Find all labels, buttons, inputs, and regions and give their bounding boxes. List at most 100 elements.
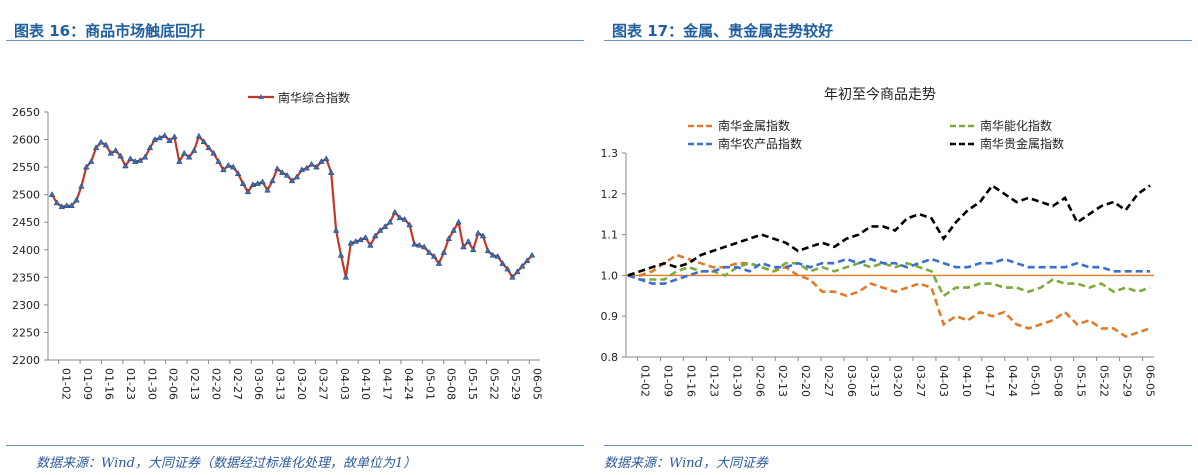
x-tick-label: 03-06: [845, 365, 858, 397]
y-tick-label: 2600: [12, 134, 40, 147]
composite-index-point: [425, 249, 433, 255]
composite-index-point: [381, 223, 389, 229]
composite-index-point: [523, 257, 531, 264]
composite-index-point: [460, 243, 467, 250]
figure-16-source: 数据来源：Wind，大同证券（数据经过标准化处理，故单位为1）: [36, 456, 417, 471]
composite-index-point: [132, 158, 139, 164]
composite-index-point: [136, 156, 144, 163]
composite-index-point: [313, 163, 320, 170]
figure-16-title-rule: [6, 40, 584, 41]
composite-index-point: [122, 162, 129, 169]
composite-index-point: [141, 153, 149, 160]
y-tick-label: 2350: [12, 271, 40, 284]
composite-index-point: [318, 158, 325, 164]
composite-index-point: [445, 235, 452, 242]
y-tick-label: 2650: [12, 106, 40, 119]
composite-index-point: [489, 251, 497, 258]
x-tick-label: 02-13: [776, 365, 789, 397]
y-tick-label: 2400: [12, 244, 40, 257]
composite-index-point: [499, 260, 506, 266]
composite-index-point: [450, 226, 457, 233]
composite-index-point: [396, 214, 403, 221]
legend-swatch-marker: [258, 94, 264, 99]
composite-index-point: [327, 169, 335, 175]
figure-17-panel: 图表 17：金属、贵金属走势较好 年初至今商品走势 0.8 0.9 1.0 1.1 1.2…: [598, 0, 1198, 475]
x-tick-label: 03-06: [252, 368, 265, 400]
composite-index-point: [171, 133, 178, 140]
composite-index-point: [58, 203, 66, 210]
ytd-commodity-chart: 年初至今商品走势 0.8 0.9 1.0 1.1 1.2 1.3 01-02 01-09 01-1…: [601, 86, 1157, 397]
figure-17-title: 图表 17：金属、贵金属走势较好: [612, 22, 834, 40]
composite-index-point: [244, 188, 252, 195]
x-tick-label: 04-17: [381, 368, 394, 400]
composite-index-point: [484, 247, 492, 254]
x-tick-label: 02-27: [231, 368, 244, 400]
x-tick-label: 03-20: [891, 365, 904, 397]
composite-index-point: [220, 166, 227, 173]
composite-index-point: [337, 251, 345, 258]
composite-index-point: [146, 144, 154, 151]
composite-index-point: [92, 144, 100, 151]
composite-index-point: [430, 252, 438, 259]
composite-index-point: [357, 236, 364, 243]
x-tick-label: 01-23: [124, 368, 137, 400]
x-tick-label: 01-02: [60, 368, 73, 400]
x-tick-label: 01-09: [661, 365, 674, 397]
composite-index-point: [195, 132, 203, 139]
x-tick-label: 05-22: [488, 368, 501, 400]
composite-index-point: [234, 170, 242, 176]
chart-title: 年初至今商品走势: [824, 86, 936, 103]
metal-index-line: [628, 253, 1151, 339]
composite-index-point: [362, 234, 369, 240]
composite-index-point: [87, 158, 95, 164]
composite-index-point: [97, 138, 105, 145]
y-tick-label: 2550: [12, 161, 40, 174]
x-tick-label: 03-20: [295, 368, 308, 400]
composite-index-point: [421, 243, 428, 250]
composite-index-point: [303, 164, 310, 171]
composite-index-point: [259, 178, 266, 185]
x-tick-label: 04-03: [937, 365, 950, 397]
x-tick-label: 05-15: [1075, 365, 1088, 397]
composite-index-point: [166, 137, 173, 143]
composite-index-point: [68, 202, 75, 208]
composite-index-point: [440, 249, 448, 255]
composite-index-point: [323, 155, 330, 162]
composite-index-point: [48, 191, 56, 197]
composite-index-point: [406, 221, 413, 228]
composite-index-point: [509, 273, 516, 280]
x-tick-label: 03-13: [868, 365, 881, 397]
x-tick-label: 03-27: [914, 365, 927, 397]
legend-energy-chem-label: 南华能化指数: [980, 118, 1052, 133]
legend-precious-metal-label: 南华贵金属指数: [980, 136, 1064, 151]
composite-index-point: [465, 237, 472, 244]
x-tick-label: 05-29: [1121, 365, 1134, 397]
composite-index-point: [264, 186, 271, 193]
x-tick-label: 04-10: [960, 365, 973, 397]
x-tick-label: 02-06: [753, 365, 766, 397]
composite-index-point: [479, 232, 487, 239]
composite-index-point: [185, 153, 193, 160]
composite-index-point: [181, 149, 188, 156]
x-tick-label: 05-29: [509, 368, 522, 400]
figure-17-source: 数据来源：Wind，大同证券: [604, 456, 768, 471]
x-tick-label: 04-17: [983, 365, 996, 397]
composite-index-point: [127, 155, 134, 162]
composite-index-point: [401, 215, 408, 222]
composite-index-point: [391, 208, 399, 215]
composite-index-point: [278, 169, 286, 175]
x-tick-label: 06-05: [530, 368, 543, 400]
composite-index-point: [83, 163, 90, 170]
composite-index-point: [367, 241, 374, 248]
y-tick-label: 1.1: [601, 229, 619, 242]
composite-index-point: [372, 232, 379, 239]
composite-index-point: [474, 229, 482, 236]
composite-index-point: [63, 202, 70, 208]
y-tick-label: 1.2: [601, 188, 619, 201]
composite-index-point: [342, 273, 350, 280]
composite-index-point: [416, 241, 423, 248]
composite-index-point: [176, 158, 183, 164]
composite-index-point: [518, 262, 526, 269]
composite-index-point: [347, 239, 355, 246]
x-tick-label: 05-08: [1052, 365, 1065, 397]
